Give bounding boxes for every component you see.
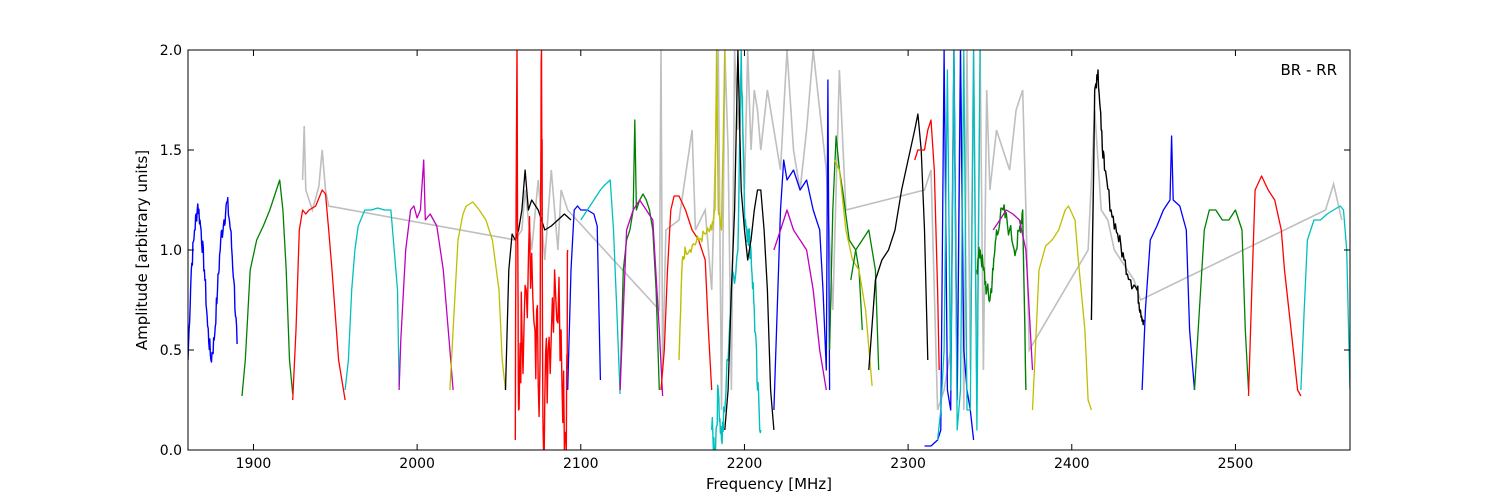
- x-axis-label: Frequency [MHz]: [706, 475, 832, 493]
- x-tick-label: 2200: [727, 456, 763, 472]
- series-line-9: [567, 205, 602, 391]
- series-line-1: [188, 196, 238, 363]
- series-line-26: [976, 204, 1027, 391]
- x-tick-label: 2500: [1218, 456, 1254, 472]
- series-line-11: [619, 119, 660, 391]
- series-line-20: [833, 159, 873, 387]
- y-tick-label: 0.0: [160, 443, 182, 459]
- y-tick-label: 1.5: [160, 143, 182, 159]
- x-tick-label: 2000: [399, 456, 435, 472]
- y-axis-label: Amplitude [arbitrary units]: [133, 150, 151, 350]
- series-line-14: [678, 50, 726, 361]
- series-line-25: [936, 50, 981, 441]
- x-tick-label: 2100: [563, 456, 599, 472]
- series-line-10: [580, 179, 621, 395]
- y-tick-label: 0.5: [160, 343, 182, 359]
- x-tick-label: 1900: [236, 456, 272, 472]
- series-line-5: [398, 159, 454, 391]
- series-line-27: [992, 209, 1034, 371]
- x-tick-label: 2400: [1054, 456, 1090, 472]
- series-line-8: [514, 50, 569, 450]
- series-line-15: [711, 50, 762, 450]
- series-line-28: [1031, 205, 1093, 411]
- series-line-33: [1300, 205, 1350, 391]
- series-line-12: [619, 199, 664, 397]
- series-line-4: [344, 207, 400, 391]
- series-line-17: [773, 79, 831, 411]
- background-series-line: [301, 50, 1343, 411]
- series-line-16: [724, 50, 775, 431]
- series-line-22: [868, 113, 929, 371]
- plot-background: [188, 50, 1350, 450]
- series-line-21: [850, 229, 880, 371]
- series-line-13: [660, 195, 713, 391]
- chart-annotation: BR - RR: [1280, 61, 1337, 79]
- series-line-31: [1193, 209, 1250, 391]
- series-line-2: [241, 179, 294, 397]
- series-line-7: [504, 169, 572, 391]
- series-line-32: [1247, 175, 1302, 397]
- series-line-30: [1141, 135, 1196, 391]
- series-line-19: [828, 135, 863, 351]
- background-series-layer: [301, 50, 1343, 411]
- y-tick-label: 2.0: [160, 43, 182, 59]
- series-line-18: [773, 209, 827, 391]
- series-line-6: [449, 201, 507, 391]
- y-tick-label: 1.0: [160, 243, 182, 259]
- series-line-29: [1090, 69, 1145, 326]
- series-line-23: [914, 119, 940, 371]
- x-tick-label: 2300: [890, 456, 926, 472]
- series-line-3: [292, 189, 346, 401]
- axis-layer: 1900 2000 2100 2200 2300 2400 2500 0.0 0.5 1.0 1.5…: [160, 43, 1350, 472]
- series-layer: [188, 50, 1350, 450]
- plot-frame: [187, 49, 1351, 451]
